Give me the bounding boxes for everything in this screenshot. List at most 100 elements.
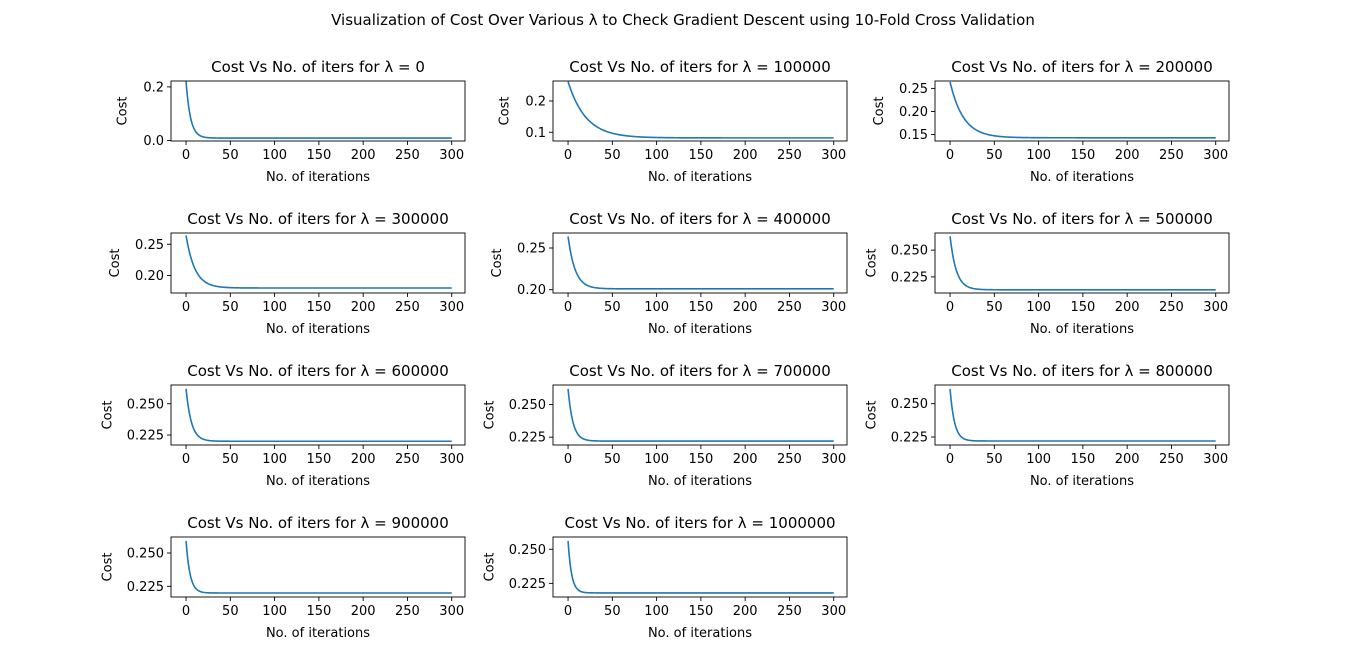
subplot-title: Cost Vs No. of iters for λ = 0 — [211, 58, 425, 76]
y-tick-label: 0.225 — [509, 577, 546, 592]
x-tick-label: 300 — [439, 148, 464, 163]
x-tick-label: 200 — [1115, 148, 1140, 163]
y-tick-label: 0.250 — [509, 543, 546, 558]
x-tick-label: 150 — [688, 148, 713, 163]
x-tick-label: 100 — [1026, 148, 1051, 163]
subplot-title: Cost Vs No. of iters for λ = 400000 — [569, 210, 831, 228]
x-tick-label: 100 — [262, 148, 287, 163]
x-tick-label: 100 — [1026, 452, 1051, 467]
x-tick-label: 150 — [306, 148, 331, 163]
x-tick-label: 200 — [733, 604, 758, 619]
y-tick-label: 0.25 — [899, 82, 928, 97]
x-tick-label: 100 — [644, 452, 669, 467]
y-tick-label: 0.15 — [899, 128, 928, 143]
y-tick-label: 0.20 — [899, 105, 928, 120]
x-axis-label: No. of iterations — [648, 474, 752, 489]
subplot-3: Cost Vs No. of iters for λ = 200000 0 50 10… — [872, 58, 1230, 185]
x-tick-label: 250 — [395, 604, 420, 619]
subplot-10: Cost Vs No. of iters for λ = 900000 0 50 10… — [101, 514, 466, 641]
subplot-title: Cost Vs No. of iters for λ = 700000 — [569, 362, 831, 380]
x-tick-label: 200 — [1115, 300, 1140, 315]
x-tick-label: 200 — [351, 300, 376, 315]
y-tick-label: 0.250 — [127, 397, 164, 412]
x-tick-label: 0 — [946, 148, 954, 163]
x-tick-label: 200 — [733, 300, 758, 315]
axes-frame — [170, 80, 466, 142]
cost-series-line-1 — [185, 540, 452, 594]
x-tick-label: 150 — [688, 604, 713, 619]
y-tick-label: 0.250 — [127, 547, 164, 562]
subplot-8: Cost Vs No. of iters for λ = 700000 0 50 10… — [483, 362, 848, 489]
x-tick-label: 300 — [439, 604, 464, 619]
x-tick-label: 100 — [262, 452, 287, 467]
x-tick-label: 0 — [564, 452, 572, 467]
x-tick-label: 300 — [1203, 148, 1228, 163]
x-tick-label: 300 — [821, 452, 846, 467]
x-axis-label: No. of iterations — [1030, 322, 1134, 337]
x-tick-label: 50 — [222, 300, 239, 315]
subplot-2: Cost Vs No. of iters for λ = 100000 0 50 10… — [498, 58, 848, 185]
x-tick-label: 150 — [688, 300, 713, 315]
axes-frame — [170, 536, 466, 598]
x-axis-label: No. of iterations — [648, 322, 752, 337]
x-tick-label: 200 — [1115, 452, 1140, 467]
x-tick-label: 0 — [182, 452, 190, 467]
x-tick-label: 250 — [777, 452, 802, 467]
x-tick-label: 50 — [222, 604, 239, 619]
x-tick-label: 250 — [777, 604, 802, 619]
x-tick-label: 250 — [1159, 148, 1184, 163]
y-tick-label: 0.225 — [127, 429, 164, 444]
y-tick-label: 0.250 — [891, 244, 928, 259]
axes-frame — [934, 232, 1230, 294]
x-tick-label: 150 — [1070, 148, 1095, 163]
axes-frame — [552, 80, 848, 142]
axes-frame — [170, 232, 466, 294]
x-axis-label: No. of iterations — [648, 170, 752, 185]
x-tick-label: 150 — [688, 452, 713, 467]
subplot-title: Cost Vs No. of iters for λ = 500000 — [951, 210, 1213, 228]
x-tick-label: 50 — [222, 148, 239, 163]
x-tick-label: 150 — [1070, 300, 1095, 315]
subplot-title: Cost Vs No. of iters for λ = 100000 — [569, 58, 831, 76]
y-tick-label: 0.25 — [517, 242, 546, 257]
x-tick-label: 100 — [1026, 300, 1051, 315]
y-tick-label: 0.25 — [135, 238, 164, 253]
y-axis-label: Cost — [101, 401, 116, 430]
cost-series-line-1 — [949, 388, 1216, 442]
y-tick-label: 0.1 — [525, 126, 546, 141]
x-tick-label: 300 — [821, 148, 846, 163]
x-tick-label: 0 — [564, 300, 572, 315]
x-tick-label: 300 — [821, 300, 846, 315]
x-tick-label: 100 — [262, 300, 287, 315]
x-tick-label: 250 — [395, 148, 420, 163]
x-axis-label: No. of iterations — [648, 626, 752, 641]
x-tick-label: 300 — [821, 604, 846, 619]
cost-series-line-1 — [567, 81, 834, 139]
subplot-title: Cost Vs No. of iters for λ = 1000000 — [564, 514, 835, 532]
axes-frame — [170, 384, 466, 446]
y-axis-label: Cost — [498, 97, 513, 126]
axes-frame — [552, 232, 848, 294]
axes-frame — [934, 80, 1230, 142]
axes-frame — [934, 384, 1230, 446]
y-axis-label: Cost — [865, 401, 880, 430]
y-tick-label: 0.250 — [509, 398, 546, 413]
x-tick-label: 250 — [1159, 300, 1184, 315]
x-tick-label: 0 — [182, 300, 190, 315]
y-tick-label: 0.20 — [135, 269, 164, 284]
axes-frame — [552, 536, 848, 598]
subplot-4: Cost Vs No. of iters for λ = 300000 0 50 10… — [108, 210, 466, 337]
subplot-6: Cost Vs No. of iters for λ = 500000 0 50 10… — [865, 210, 1230, 337]
x-tick-label: 150 — [306, 300, 331, 315]
x-tick-label: 200 — [733, 148, 758, 163]
x-tick-label: 100 — [644, 604, 669, 619]
x-tick-label: 50 — [986, 148, 1003, 163]
y-tick-label: 0.225 — [127, 580, 164, 595]
subplot-1: Cost Vs No. of iters for λ = 0 0 50 100 150 2… — [116, 58, 466, 185]
subplot-9: Cost Vs No. of iters for λ = 800000 0 50 10… — [865, 362, 1230, 489]
cost-series-line-1 — [949, 81, 1216, 139]
subplot-7: Cost Vs No. of iters for λ = 600000 0 50 10… — [101, 362, 466, 489]
x-tick-label: 150 — [306, 452, 331, 467]
